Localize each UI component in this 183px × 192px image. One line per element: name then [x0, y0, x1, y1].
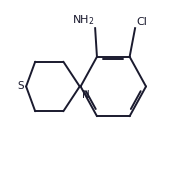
Text: Cl: Cl [136, 17, 147, 27]
Text: NH$_2$: NH$_2$ [72, 13, 94, 27]
Text: N: N [82, 90, 90, 100]
Text: S: S [17, 81, 24, 91]
